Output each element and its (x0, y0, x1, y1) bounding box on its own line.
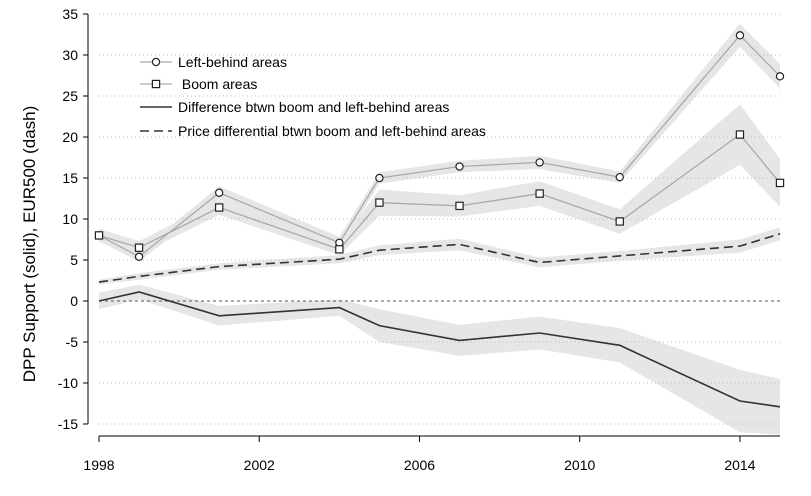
x-tick-label: 2010 (564, 457, 595, 473)
data-point-left-behind (455, 162, 464, 171)
data-point-left-behind (535, 158, 544, 167)
series-line-3 (98, 233, 781, 283)
y-tick-label: 35 (62, 6, 78, 22)
data-point-boom (134, 243, 144, 252)
y-tick-label: 15 (62, 170, 78, 186)
y-tick-label: -5 (66, 334, 79, 350)
y-tick-label: 30 (62, 47, 78, 63)
series-markers (94, 31, 785, 261)
data-point-boom (735, 130, 745, 139)
y-tick-label: 10 (62, 211, 78, 227)
data-point-left-behind (735, 31, 745, 40)
series-line-0 (98, 34, 781, 258)
x-tick-label: 2006 (404, 457, 435, 473)
legend-label: Left-behind areas (178, 54, 287, 70)
data-point-boom (535, 189, 544, 198)
y-axis-title: DPP Support (solid), EUR500 (dash) (20, 106, 39, 383)
legend-label: Price differential btwn boom and left-be… (178, 123, 486, 139)
data-point-left-behind (615, 172, 624, 182)
data-point-boom (455, 201, 464, 211)
gridlines (99, 13, 780, 425)
legend: Left-behind areas Boom areas Difference b… (140, 54, 486, 139)
series-line-2 (98, 291, 781, 408)
ci-band-3 (99, 227, 780, 285)
legend-label: Difference btwn boom and left-behind are… (178, 99, 449, 115)
data-point-left-behind (134, 252, 144, 261)
x-tick-label: 1998 (83, 457, 114, 473)
ci-band-2 (99, 284, 780, 435)
series-line-1 (98, 133, 781, 251)
data-point-left-behind (375, 173, 384, 183)
y-tick-label: 0 (70, 293, 78, 309)
y-tick-label: -10 (58, 375, 78, 391)
x-tick-label: 2002 (244, 457, 275, 473)
data-point-boom (375, 198, 384, 207)
data-point-boom (775, 178, 785, 188)
data-point-boom (94, 231, 104, 240)
legend-square-marker (151, 79, 161, 89)
series-lines (98, 34, 781, 408)
axes: 35 30 25 20 15 10 5 0 -5 -10 -15 1998 2002 2006 2010 20… (58, 6, 780, 473)
y-tick-label: 5 (70, 252, 78, 268)
x-tick-label: 2014 (724, 457, 755, 473)
legend-circle-marker (151, 57, 161, 67)
legend-label: Boom areas (178, 76, 257, 92)
data-point-left-behind (214, 188, 224, 197)
y-tick-label: -15 (58, 416, 78, 432)
y-tick-label: 20 (62, 129, 78, 145)
data-point-boom (214, 203, 224, 212)
data-point-left-behind (775, 72, 785, 81)
data-point-boom (335, 245, 344, 254)
y-tick-label: 25 (62, 88, 78, 104)
data-point-boom (615, 217, 624, 226)
